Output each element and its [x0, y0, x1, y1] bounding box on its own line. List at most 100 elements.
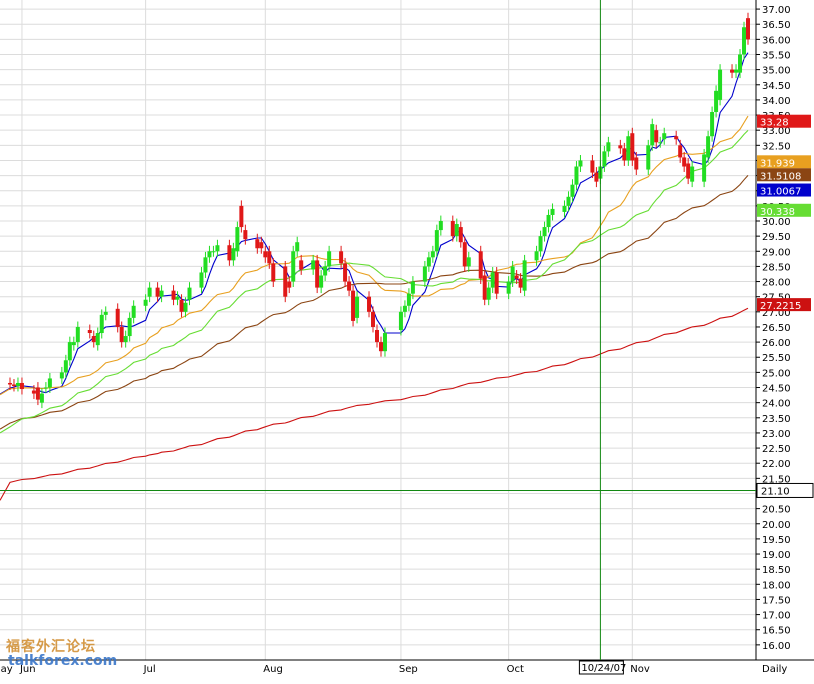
- candle-body: [35, 387, 40, 400]
- candle-body: [562, 205, 567, 212]
- candle-body: [75, 326, 80, 343]
- moving-average-line: [0, 307, 749, 501]
- last-price-flag-label: 33.28: [760, 118, 789, 129]
- candle-body: [658, 142, 663, 144]
- ma-value-flag-label: 30.338: [760, 207, 795, 218]
- candle-body: [462, 242, 467, 267]
- y-axis-tick-label: 20.50: [762, 505, 791, 516]
- candle-body: [634, 157, 639, 170]
- candle-body: [187, 287, 192, 300]
- candle-body: [311, 260, 316, 270]
- candle-body: [662, 133, 667, 140]
- y-axis-tick-label: 26.00: [762, 338, 791, 349]
- candle-body: [227, 245, 232, 261]
- y-axis-tick-label: 16.50: [762, 626, 791, 637]
- candle-body: [351, 290, 356, 321]
- candle-body: [602, 151, 607, 167]
- candle-body: [15, 382, 20, 387]
- candle-body: [291, 251, 296, 282]
- candle-body: [714, 90, 719, 113]
- candle-body: [103, 311, 108, 315]
- x-axis-month-label: Jun: [19, 664, 36, 675]
- candle-body: [95, 333, 100, 346]
- candle-body: [267, 251, 272, 264]
- candle-body: [215, 245, 220, 252]
- candle-body: [434, 230, 439, 252]
- candle-body: [542, 227, 547, 237]
- candle-body: [339, 251, 344, 264]
- y-axis-tick-label: 27.00: [762, 308, 791, 319]
- candle-body: [594, 172, 599, 182]
- candle-body: [590, 160, 595, 173]
- candle-body: [510, 266, 515, 282]
- candle-body: [39, 393, 44, 403]
- y-axis-tick-label: 25.50: [762, 353, 791, 364]
- candle-body: [478, 251, 483, 279]
- candle-body: [654, 130, 659, 143]
- candle-body: [738, 54, 743, 73]
- y-axis-tick-label: 28.00: [762, 278, 791, 289]
- candle-body: [295, 242, 300, 252]
- candle-body: [99, 314, 104, 334]
- y-axis-tick-label: 19.50: [762, 535, 791, 546]
- y-axis-tick-label: 16.00: [762, 641, 791, 652]
- candle-body: [466, 257, 471, 267]
- y-axis-tick-label: 23.00: [762, 429, 791, 440]
- candle-body: [622, 148, 627, 161]
- candle-body: [343, 263, 348, 282]
- last-price-flag-box: [757, 114, 811, 128]
- candle-body: [410, 281, 415, 294]
- candle-body: [123, 336, 128, 343]
- crosshair-date-box: [578, 660, 624, 675]
- ma-value-flag-box: [757, 183, 811, 197]
- price-axis-panel: [756, 0, 814, 679]
- candle-body: [47, 378, 52, 388]
- candle-body: [494, 272, 499, 294]
- candle-body: [730, 69, 735, 73]
- candle-body: [742, 27, 747, 55]
- y-axis-tick-label: 22.50: [762, 444, 791, 455]
- candle-body: [650, 124, 655, 146]
- candle-body: [690, 166, 695, 182]
- y-axis-tick-label: 25.00: [762, 368, 791, 379]
- ma-value-flag-box: [757, 155, 811, 169]
- candle-body: [127, 317, 132, 337]
- candle-body: [454, 224, 459, 237]
- candle-body: [259, 242, 264, 249]
- candle-body: [19, 382, 24, 390]
- candle-body: [438, 221, 443, 231]
- y-axis-tick-label: 18.00: [762, 580, 791, 591]
- x-axis-month-label: Oct: [507, 664, 524, 675]
- y-axis-tick-label: 29.50: [762, 232, 791, 243]
- candle-body: [63, 360, 68, 373]
- candle-body: [31, 390, 36, 394]
- candle-body: [674, 136, 679, 140]
- candle-body: [371, 311, 376, 327]
- candle-body: [211, 251, 216, 253]
- candle-body: [131, 305, 136, 318]
- candle-body: [299, 260, 304, 270]
- candle-body: [67, 342, 72, 361]
- candle-body: [159, 290, 164, 297]
- candle-body: [490, 272, 495, 288]
- candle-body: [570, 184, 575, 197]
- candle-body: [382, 333, 387, 352]
- crosshair-price-label: 21.10: [761, 486, 790, 497]
- candle-body: [203, 257, 208, 273]
- x-axis-month-label: May: [0, 664, 13, 675]
- candle-body: [606, 142, 611, 152]
- candle-body: [315, 260, 320, 288]
- candle-body: [646, 145, 651, 170]
- candle-body: [430, 251, 435, 258]
- y-axis-tick-label: 29.00: [762, 247, 791, 258]
- candle-body: [378, 342, 383, 352]
- candle-body: [87, 330, 92, 334]
- crosshair-price-box: [756, 482, 814, 498]
- y-axis-tick-label: 24.00: [762, 399, 791, 410]
- y-axis-tick-label: 30.00: [762, 217, 791, 228]
- candle-body: [375, 330, 379, 343]
- y-axis-tick-label: 21.50: [762, 474, 791, 485]
- candle-body: [263, 251, 268, 258]
- x-axis-month-label: Aug: [263, 664, 283, 675]
